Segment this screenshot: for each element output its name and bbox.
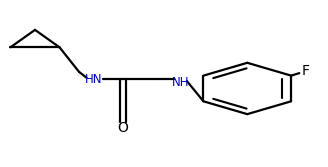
Text: NH: NH	[172, 76, 189, 89]
Text: HN: HN	[85, 73, 103, 86]
Text: F: F	[302, 64, 310, 78]
Text: O: O	[118, 121, 129, 135]
